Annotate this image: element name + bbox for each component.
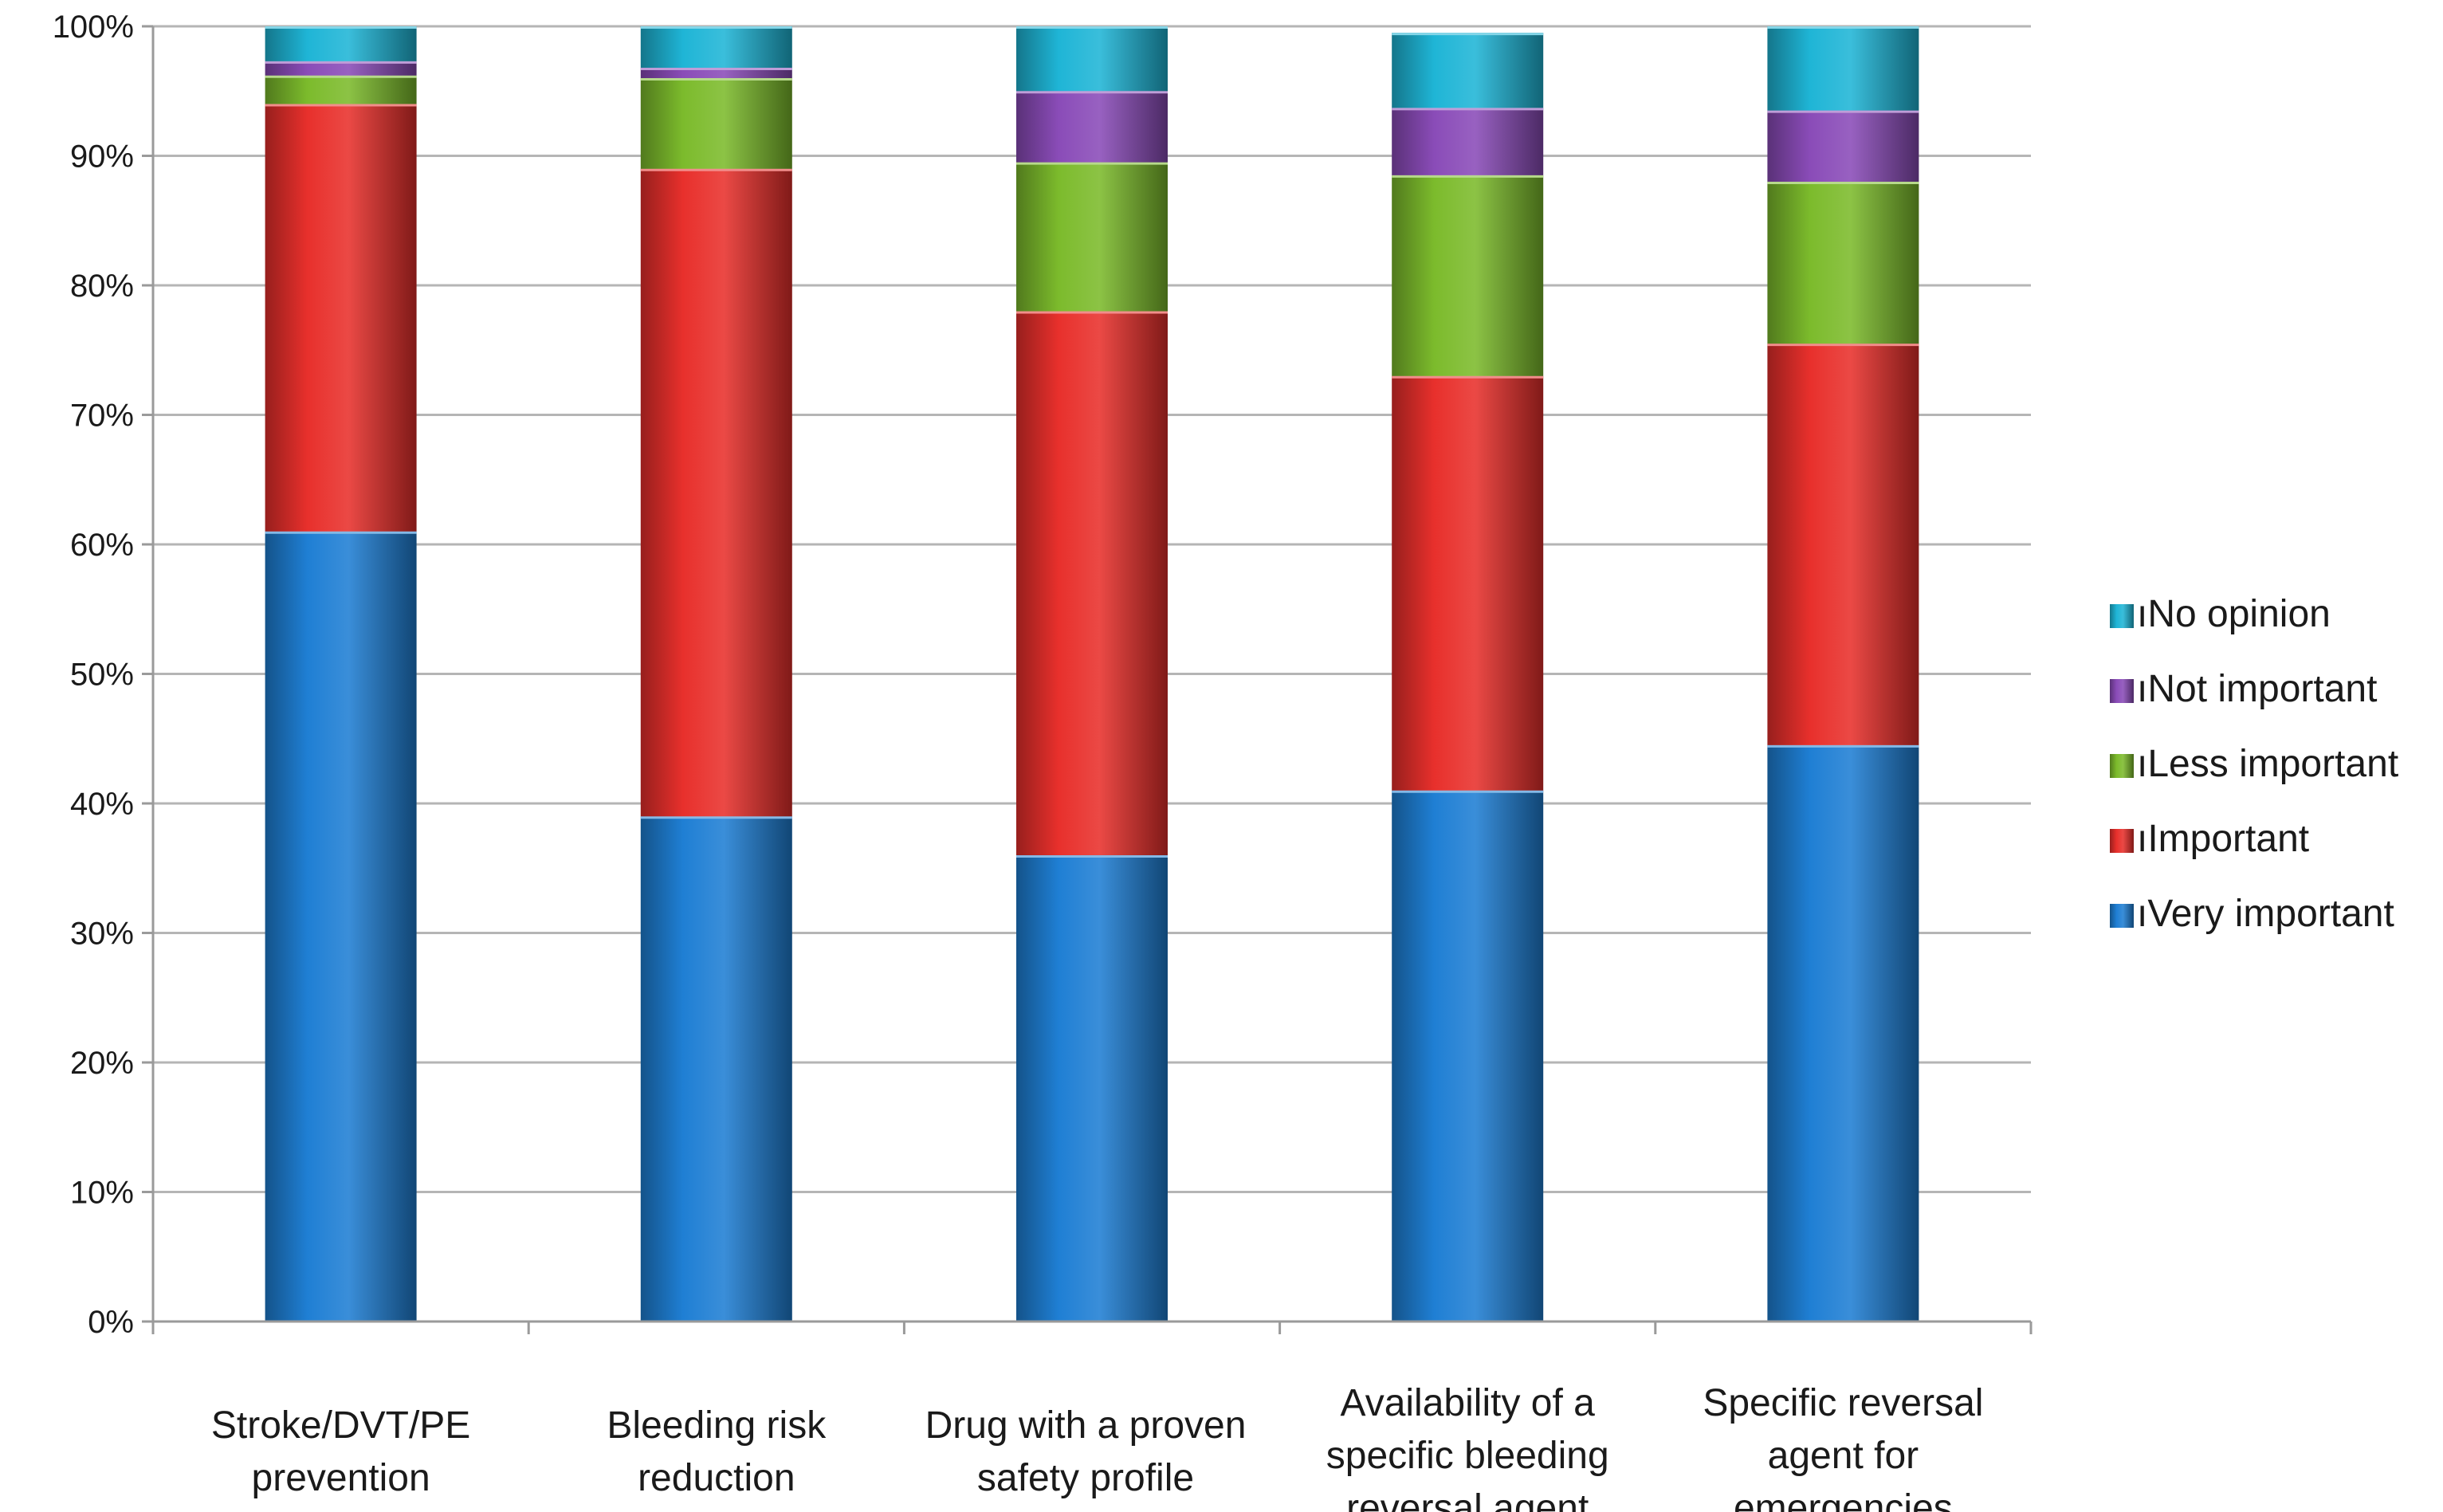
y-tick-label: 60% [70,528,134,563]
bar-segment-no-opinion [1392,33,1544,108]
bar-segment-not-important [640,68,792,78]
legend: ıNo opinion ıNot important ıLess important… [2110,593,2398,935]
y-tick-label: 100% [53,10,134,45]
legend-label: ıImportant [2137,818,2309,860]
bar-segment-very-important [265,531,417,1322]
bar-segment-less-important [640,78,792,169]
x-category-label: Bleeding risk reduction [607,1404,827,1499]
bar-segment-important [265,104,417,532]
bar-segment-very-important [1392,790,1544,1322]
bar-segment-not-important [265,61,417,76]
legend-label: ıVery important [2137,893,2394,935]
legend-item-less-important: ıLess important [2110,743,2398,785]
legend-swatch [2110,604,2134,628]
legend-swatch [2110,754,2134,778]
bar-segment-very-important [1016,855,1168,1322]
x-category-label: Drug with a proven safety profile [925,1404,1247,1499]
legend-item-not-important: ıNot important [2110,668,2377,710]
legend-swatch [2110,679,2134,703]
bar-segment-important [1392,375,1544,791]
legend-item-no-opinion: ıNo opinion [2110,593,2331,635]
bar-segment-less-important [1016,162,1168,312]
legend-label: ıNot important [2137,668,2377,710]
axes: 0% 10% 20% 30% 40% 50% 60% 70% 80% 90% 100% Stroke/… [53,10,2033,1512]
bar-segment-not-important [1016,91,1168,163]
y-tick-label: 50% [70,658,134,693]
legend-item-important: ıImportant [2110,818,2309,860]
legend-item-very-important: ıVery important [2110,893,2394,935]
y-tick-label: 40% [70,787,134,822]
bar-segment-important [640,168,792,817]
y-tick-label: 10% [70,1176,134,1211]
bar-segment-important [1016,311,1168,855]
legend-swatch [2110,829,2134,853]
legend-label: ıNo opinion [2137,593,2331,635]
x-category-label: Availability of a specific bleeding revers… [1326,1382,1609,1512]
y-tick-label: 80% [70,269,134,304]
y-tick-label: 0% [88,1305,134,1340]
x-category-label: Stroke/DVT/PE prevention [211,1404,470,1499]
legend-swatch [2110,904,2134,928]
bar-segment-less-important [265,75,417,104]
x-category-label: Specific reversal agent for emergencies [1703,1382,1983,1512]
bars [265,26,1919,1322]
bar-segment-not-important [1392,108,1544,175]
bar-segment-important [1767,344,1919,745]
bar-segment-very-important [1767,744,1919,1322]
bar-segment-very-important [640,816,792,1322]
bar-segment-not-important [1767,110,1919,182]
bar-segment-no-opinion [1016,26,1168,92]
bar-segment-no-opinion [640,26,792,68]
bar-segment-no-opinion [1767,26,1919,111]
y-tick-label: 20% [70,1046,134,1081]
y-tick-label: 70% [70,399,134,434]
y-tick-label: 90% [70,139,134,175]
y-tick-label: 30% [70,917,134,952]
bar-segment-less-important [1767,182,1919,344]
bar-segment-no-opinion [265,26,417,61]
bar-segment-less-important [1392,175,1544,376]
legend-label: ıLess important [2137,743,2398,785]
